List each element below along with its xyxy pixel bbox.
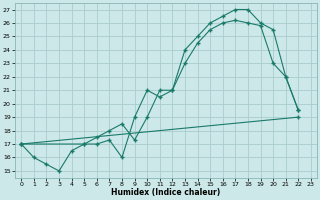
X-axis label: Humidex (Indice chaleur): Humidex (Indice chaleur) <box>111 188 221 197</box>
